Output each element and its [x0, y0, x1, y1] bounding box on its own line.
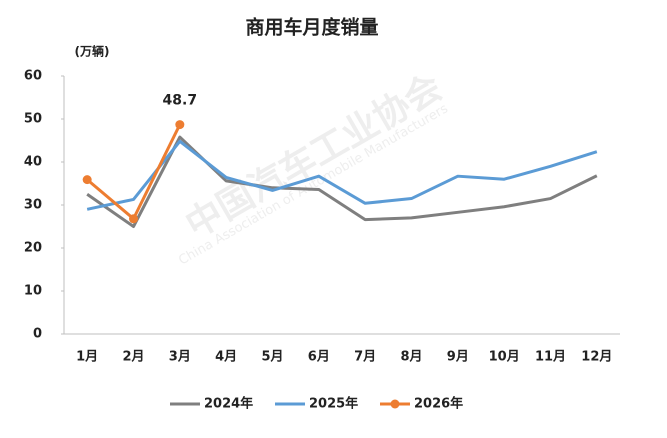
x-tick-label: 10月	[489, 350, 520, 365]
legend-label: 2026年	[414, 396, 463, 412]
series-line	[86, 139, 598, 211]
point	[175, 120, 185, 130]
point	[82, 175, 92, 185]
y-tick-label: 20	[24, 241, 42, 256]
y-tick-label: 50	[24, 112, 42, 127]
legend-label: 2025年	[309, 396, 358, 412]
x-tick-label: 6月	[308, 350, 330, 365]
point	[129, 214, 138, 224]
x-tick-label: 5月	[261, 350, 283, 365]
data-label: 48.7	[163, 93, 198, 109]
legend-label: 2024年	[204, 396, 253, 412]
y-tick-label: 60	[24, 69, 42, 84]
watermark: 中国汽车工业协会	[179, 67, 449, 247]
y-tick-label: 30	[24, 198, 42, 213]
y-axis-label: (万辆)	[75, 44, 110, 59]
x-tick-label: 12月	[581, 350, 612, 365]
watermark-en: China Association of Automobile Manufact…	[176, 101, 451, 268]
x-tick-label: 8月	[400, 350, 422, 365]
x-tick-label: 9月	[447, 350, 469, 365]
y-tick-label: 40	[24, 155, 42, 170]
x-tick-label: 2月	[122, 350, 144, 365]
y-tick-label: 0	[33, 327, 42, 342]
x-tick-label: 4月	[215, 350, 237, 365]
x-tick-label: 3月	[169, 350, 191, 365]
x-tick-label: 11月	[535, 350, 566, 365]
x-tick-label: 7月	[354, 350, 376, 365]
x-tick-label: 1月	[76, 350, 98, 365]
chart-title: 商用车月度销量	[245, 16, 378, 39]
legend-marker	[390, 399, 400, 409]
y-tick-label: 10	[24, 284, 42, 299]
